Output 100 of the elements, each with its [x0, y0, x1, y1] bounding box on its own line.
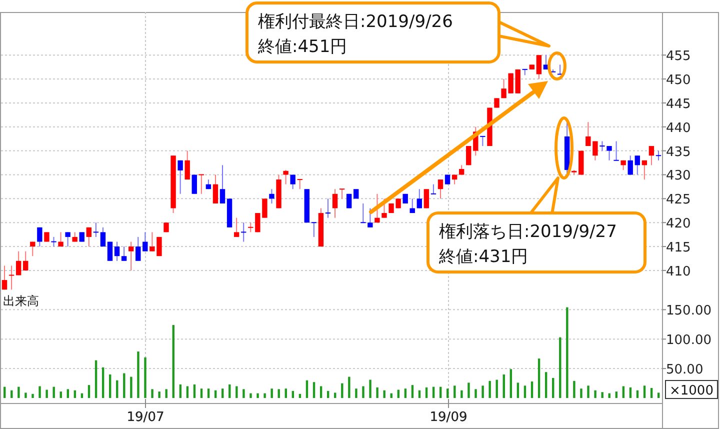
bar [601, 392, 604, 398]
bar [151, 389, 154, 398]
bar [355, 388, 358, 398]
bar [446, 388, 449, 398]
bar [270, 388, 273, 398]
bar [158, 392, 160, 398]
bar [4, 386, 6, 398]
bar [264, 393, 266, 398]
bar [137, 351, 140, 398]
bar [207, 388, 210, 398]
bar [292, 390, 294, 398]
bar [46, 390, 48, 398]
bar [650, 388, 653, 398]
y-tick-label: 410 [666, 264, 691, 280]
bar [250, 393, 252, 398]
bar [326, 390, 330, 398]
bar [66, 389, 70, 398]
bar [284, 388, 287, 398]
bar [580, 388, 582, 398]
bar [376, 387, 378, 398]
bar [369, 380, 372, 398]
bar [474, 389, 477, 398]
bar [629, 387, 632, 398]
y-tick-label: 415 [666, 240, 691, 256]
bar [38, 386, 41, 398]
bar [130, 376, 132, 398]
bar [502, 374, 505, 398]
x-tick-label: 19/09 [430, 410, 468, 425]
y-tick-label: 435 [666, 144, 691, 160]
bar [222, 388, 224, 398]
bar [144, 357, 146, 398]
bar [179, 384, 182, 398]
text: ×1000 [670, 384, 714, 398]
y-tick-label: 450 [666, 73, 691, 88]
bar [482, 386, 484, 398]
annotation: 権利付最終日:2019/9/26 終値:451円 [257, 12, 453, 57]
bar [573, 380, 576, 398]
bar [594, 390, 596, 398]
bar [52, 386, 55, 398]
bar [496, 380, 498, 398]
bar [348, 376, 350, 398]
bar [334, 392, 336, 398]
bar [306, 380, 308, 398]
bar [383, 390, 386, 398]
y-tick-label: 150.00 [666, 304, 712, 319]
bar [108, 374, 112, 398]
bar [524, 386, 526, 398]
bar [587, 386, 590, 398]
bar [214, 390, 217, 398]
bar [172, 324, 174, 398]
bar [411, 385, 414, 398]
bar [544, 372, 548, 398]
bar [200, 388, 203, 398]
y-tick-label: 50.00 [666, 362, 704, 378]
bar [643, 386, 646, 398]
bar [278, 389, 280, 398]
bar [102, 367, 104, 398]
bar [454, 386, 456, 398]
y-tick-label: 100.00 [666, 333, 712, 348]
x-tick-label: 19/07 [126, 410, 164, 425]
bar [18, 386, 20, 398]
bar [236, 386, 238, 398]
bar [622, 386, 625, 398]
y-tick-label: 430 [666, 168, 691, 184]
bar [636, 390, 639, 398]
bar [460, 390, 463, 398]
y-tick-label: 455 [666, 49, 691, 64]
bar [186, 386, 189, 398]
bar [32, 394, 34, 398]
bar [552, 378, 554, 398]
bar [320, 386, 322, 398]
bar [566, 307, 568, 398]
bar [432, 386, 435, 398]
bar [74, 390, 76, 398]
y-tick-label: 420 [666, 216, 691, 232]
y-tick-label: 425 [666, 192, 691, 208]
bar [24, 392, 27, 398]
bar [468, 382, 470, 398]
bar [530, 382, 534, 398]
bar [165, 389, 168, 398]
bar [488, 380, 491, 398]
annotation: 出来高 [3, 294, 39, 308]
bar [256, 393, 259, 398]
bar [88, 385, 90, 398]
bar [425, 387, 428, 398]
bar [538, 358, 540, 398]
bar [94, 360, 98, 398]
bar [404, 388, 407, 398]
bar [10, 390, 13, 398]
bar [193, 384, 196, 398]
bar [123, 373, 126, 398]
bar [510, 369, 512, 398]
bar [362, 386, 364, 398]
bar [657, 392, 660, 398]
annotation: 権利落ち日:2019/9/27 終値:431円 [438, 222, 617, 267]
bar [559, 337, 562, 398]
bar [418, 390, 421, 398]
bar [60, 392, 62, 398]
bar [439, 386, 442, 398]
bar [615, 392, 618, 398]
